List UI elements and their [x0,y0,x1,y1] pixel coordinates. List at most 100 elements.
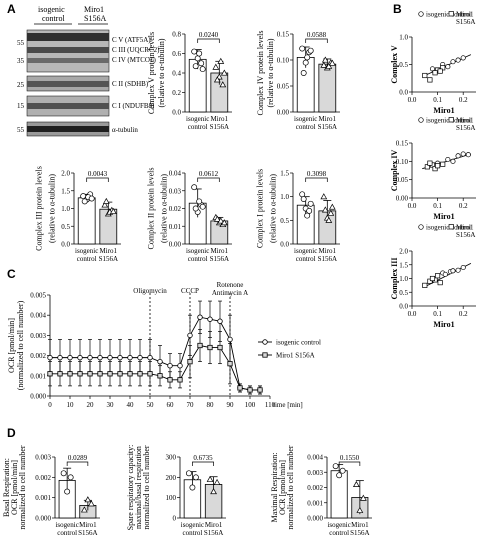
x-tick-label: 80 [207,401,215,409]
y-tick-label: 0.000 [307,515,323,523]
x-tick-label: 0.2 [459,310,468,318]
data-point-control [304,54,311,61]
p-value: 0.3098 [307,170,327,178]
data-point-mutant [77,371,83,377]
x-tick-label: 40 [127,401,135,409]
data-point-control [196,198,203,205]
data-point-control [191,48,198,55]
scatter-point-mutant [422,72,428,79]
y-axis-label: Complex IV [390,150,399,192]
data-point-control [81,198,88,205]
legend-label: Miro1 [456,224,474,232]
y-tick-label: 0.003 [30,332,46,340]
data-point-mutant [117,371,123,377]
y-axis-label: Complex IV protein levels [256,31,265,116]
legend-label: isogenic control [426,224,471,232]
x-tick-label: isogenic [294,247,317,255]
significance-bracket [305,177,328,182]
y-tick-label: 1.0 [280,193,289,201]
x-tick-label: control [329,529,349,537]
panel-label-a: A [7,2,16,16]
y-tick-label: 0.001 [35,494,51,502]
y-tick-label: 1.5 [399,261,408,269]
scatter-point-mutant [429,275,436,282]
x-axis-label: Miro1 [433,212,454,221]
injection-label: CCCP [181,287,199,295]
y-tick-label: 0.05 [396,176,409,184]
legend-label: Miro1 [456,11,474,19]
data-point-mutant [237,385,243,391]
data-point-mutant [213,76,221,83]
y-axis-label: Basal Respiration: [2,458,11,517]
line-chart-C: 0.000 0.001 0.002 0.003 0.004 0.005 0 10 20 30 40 5… [7,281,321,409]
x-tick-label: S156A [78,529,97,537]
y-tick-label: 2.0 [61,170,70,178]
data-point-control [227,336,233,343]
data-point-control [137,354,143,361]
data-point-control [147,354,153,361]
data-point-control [67,474,74,481]
data-point-control [300,70,307,76]
y-tick-label: 1.0 [399,34,408,42]
scatter-point-mutant [437,68,443,74]
data-point-mutant [325,216,333,223]
data-point-control [207,316,213,322]
y-tick-label: 2.0 [399,248,408,256]
series-line [50,344,260,391]
y-tick-label: 0.15 [396,140,409,148]
legend-label: S156A [456,18,475,26]
data-point-control [191,184,198,191]
x-tick-label: 0.0 [408,96,417,104]
blot-band-label: C III (UQCRC2) [112,46,160,54]
data-point-control [194,55,201,62]
data-point-control [332,463,339,470]
blot-marker: 55 [17,39,25,47]
legend-label: isogenic control [426,11,471,19]
x-tick-label: 0 [48,401,52,409]
data-point-mutant [325,62,333,69]
y-tick-label: 1.5 [61,187,70,195]
data-point-mutant [247,387,253,393]
blot-marker: 15 [17,102,25,110]
y-axis-label: (relative to α-tubulin) [269,174,278,243]
y-tick-label: 0.03 [169,187,182,195]
x-tick-label: isogenic [186,115,209,123]
data-point-mutant [328,203,336,210]
scatter-point-mutant [424,164,430,170]
scatter-point-mutant [422,282,428,288]
bar-chart-D_spare: 0 100 200 300 Spare respiratory capacity: max… [126,445,226,537]
scatter-point-control [465,152,471,158]
scatter-point-control [450,59,456,65]
data-point-mutant [217,57,225,64]
data-point-mutant [213,478,221,485]
x-tick-label: S156A [210,255,229,263]
x-tick-label: 90 [227,401,235,409]
y-tick-label: 0.00 [396,195,409,203]
y-axis-label: OCR [pmol/min] [10,460,19,515]
data-point-mutant [219,81,227,88]
y-tick-label: 0.001 [30,372,46,380]
y-axis-label: normalized to cell number [18,445,27,530]
x-tick-label: 30 [107,401,115,409]
x-tick-label: 10 [67,401,75,409]
data-point-mutant [187,359,193,365]
scatter-point-mutant [440,65,446,71]
x-tick-label: control [188,123,208,131]
scatter-point-mutant [427,160,433,166]
data-point-control [157,358,163,365]
legend-label: isogenic control [426,117,471,125]
y-tick-label: 0.005 [30,292,46,300]
data-point-control [339,467,346,474]
scatter-point-control [460,151,466,157]
data-point-control [87,354,93,361]
data-point-mutant [47,371,53,377]
y-tick-label: 0.00 [169,241,182,249]
data-point-mutant [87,500,95,507]
blot-header-control-2: control [42,14,65,23]
data-point-control [67,354,73,361]
data-point-mutant [327,209,335,216]
data-point-control [192,205,199,212]
injection-label: Oligomycin [133,287,167,295]
data-point-mutant [127,371,133,377]
